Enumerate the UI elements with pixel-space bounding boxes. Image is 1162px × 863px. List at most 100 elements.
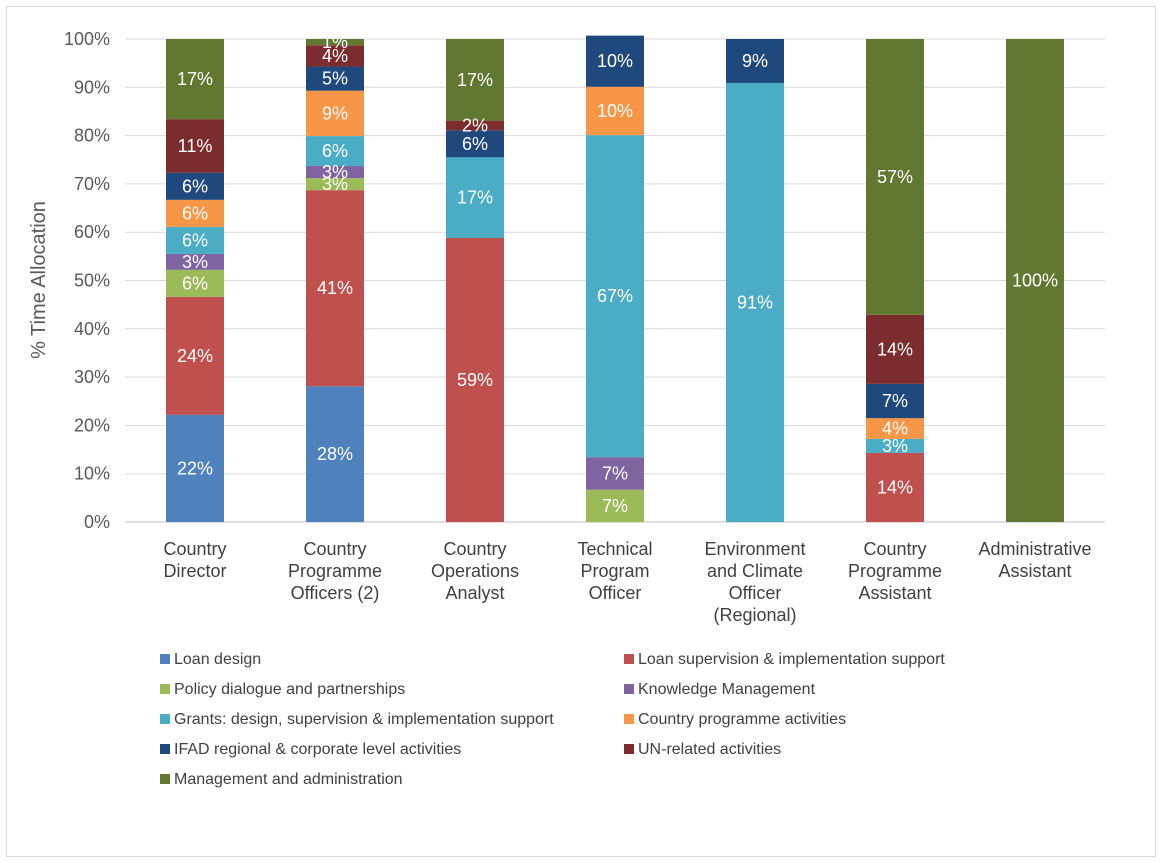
legend-swatch [160,744,170,754]
data-label: 10% [597,51,633,71]
data-label: 4% [322,46,348,66]
legend-label: Loan design [174,651,261,668]
y-tick-label: 40% [74,319,110,339]
bar-segment [306,66,364,91]
bar-segment [446,120,504,131]
bar-segment [586,35,644,87]
bar-segment [586,135,644,458]
data-label: 57% [877,167,913,187]
data-label: 5% [322,69,348,89]
legend-swatch [160,684,170,694]
bar-segment [306,39,364,46]
bar-segment [866,314,924,384]
bar-segment [166,226,224,254]
bar-segment [166,253,224,270]
bar-segment [306,386,364,522]
bar-segment [166,199,224,227]
y-tick-label: 20% [74,415,110,435]
bar-segment [446,130,504,158]
bar-segment [866,452,924,522]
bar-segment [586,489,644,522]
category-label: Country Programme Officers (2) [288,539,382,603]
legend-swatch [624,684,634,694]
legend-label: Country programme activities [638,711,846,728]
data-label: 1% [322,32,348,52]
bar-segment [306,90,364,137]
bars: 22%24%6%3%6%6%6%11%17%28%41%3%3%6%9%5%4%… [166,32,1064,522]
bar-segment [306,190,364,387]
legend-swatch [160,654,170,664]
legend-swatch [624,744,634,754]
bar-segment [306,166,364,179]
legend-swatch [624,714,634,724]
data-label: 6% [182,230,208,250]
legend-label: Grants: design, supervision & implementa… [174,711,554,728]
bar-segment [166,269,224,297]
legend-label: Management and administration [174,771,403,788]
data-label: 3% [322,174,348,194]
bar-segment [586,86,644,136]
data-label: 22% [177,458,213,478]
category-label: Country Programme Assistant [848,539,942,603]
category-label: Technical Program Officer [577,539,652,603]
legend-swatch [160,774,170,784]
y-axis-ticks: 0% 10% 20% 30% 40% 50% 60% 70% 80% 90% 100% [64,29,110,532]
bar-segment [866,438,924,453]
bar-segment [306,178,364,191]
bar-segment [1006,39,1064,522]
bar-segment [306,136,364,167]
data-label: 6% [182,176,208,196]
data-label: 2% [462,115,488,135]
bar-segment [166,296,224,415]
data-label: 3% [322,162,348,182]
y-tick-label: 90% [74,77,110,97]
data-label: 17% [457,188,493,208]
data-label: 28% [317,444,353,464]
data-label: 59% [457,370,493,390]
y-tick-label: 60% [74,222,110,242]
bar-segment [866,383,924,419]
data-label: 3% [182,252,208,272]
legend-label: Knowledge Management [638,681,816,698]
bar-segment [726,39,784,83]
bar-segment [166,39,224,120]
data-label: 6% [462,134,488,154]
data-label: 6% [182,203,208,223]
y-tick-label: 0% [84,512,110,532]
y-tick-label: 80% [74,126,110,146]
x-axis-categories: Country Director Country Programme Officers … [163,539,1091,625]
data-label: 6% [322,141,348,161]
category-label: Administrative Assistant [978,539,1091,581]
data-label: 7% [602,496,628,516]
y-tick-label: 70% [74,174,110,194]
data-label: 9% [742,51,768,71]
y-tick-label: 10% [74,464,110,484]
bar-segment [166,414,224,522]
legend-swatch [624,654,634,664]
category-label: Country Director [163,539,226,581]
legend-label: UN-related activities [638,741,781,758]
data-label: 17% [177,69,213,89]
y-tick-label: 100% [64,29,110,49]
data-label: 14% [877,339,913,359]
bar-segment [446,39,504,121]
data-label: 10% [597,101,633,121]
data-label: 91% [737,292,773,312]
legend: Loan design Loan supervision & implementa… [160,651,945,788]
bar-segment [446,237,504,522]
bar-segment [866,418,924,439]
data-label: 11% [178,136,213,156]
y-axis-label: % Time Allocation [28,201,50,359]
bar-segment [586,457,644,490]
data-label: 6% [182,273,208,293]
legend-swatch [160,714,170,724]
bar-segment [166,172,224,200]
data-label: 41% [317,278,353,298]
category-label: Country Operations Analyst [431,539,519,603]
category-label: Environment and Climate Officer (Regional) [704,539,805,625]
bar-segment [866,39,924,315]
legend-label: IFAD regional & corporate level activiti… [174,741,461,758]
data-label: 7% [602,463,628,483]
bar-segment [726,82,784,522]
